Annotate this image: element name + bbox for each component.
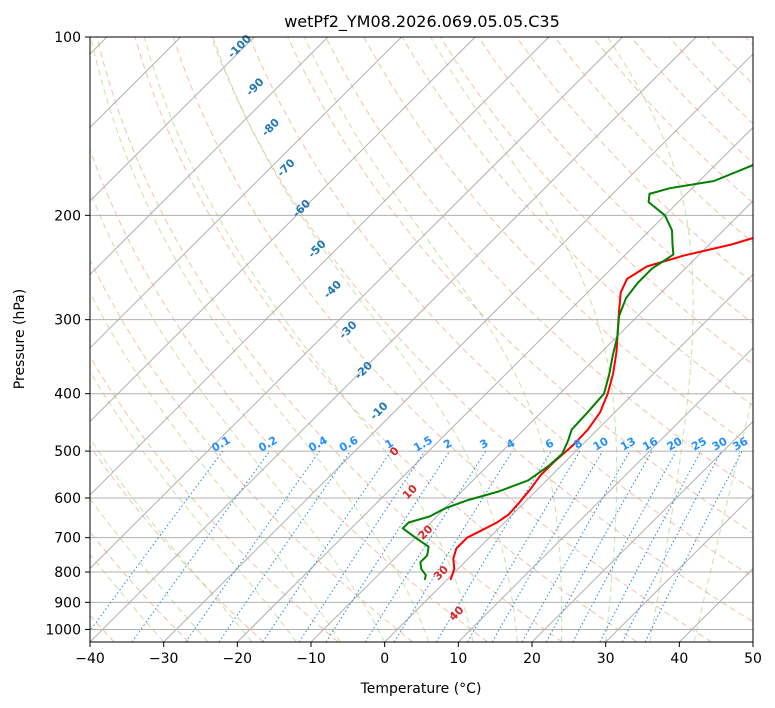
y-tick-label: 600	[54, 491, 81, 507]
isotherm-line	[236, 126, 753, 642]
x-tick-label: −30	[149, 651, 179, 667]
moist-adiabat	[90, 553, 165, 642]
mixing-ratio-line	[262, 450, 392, 642]
mixing-ratio-line	[218, 450, 351, 642]
dry-adiabat	[287, 37, 753, 534]
x-axis-title: Temperature (°C)	[360, 681, 482, 697]
isotherm-line	[457, 347, 753, 642]
isotherm-line	[310, 200, 753, 642]
y-tick-label: 800	[54, 565, 81, 581]
x-tick-label: 20	[523, 651, 541, 667]
mixing-ratio-line	[131, 450, 271, 642]
x-tick-label: 40	[670, 651, 688, 667]
y-tick-label: 1000	[45, 622, 81, 638]
moist-adiabat	[212, 37, 518, 642]
y-axis: 100 200 300 400 500 600 700 800 900 1000	[45, 30, 90, 638]
moist-adiabat	[430, 37, 618, 642]
isotherm-line	[163, 53, 753, 642]
moist-adiabat	[90, 370, 297, 642]
plot-frame	[89, 36, 754, 643]
mixing-ratio-line	[545, 450, 653, 642]
y-tick-label: 500	[54, 444, 81, 460]
isotherm-line	[384, 273, 753, 642]
isotherm-line	[605, 494, 753, 642]
moist-adiabat	[90, 37, 430, 642]
isotherm-line	[90, 37, 329, 276]
dry-adiabat	[90, 445, 264, 642]
isotherm-line	[90, 37, 402, 349]
y-axis-title: Pressure (hPa)	[12, 289, 28, 389]
y-tick-label: 300	[54, 313, 81, 329]
dry-adiabat	[134, 37, 638, 642]
isotherm-line	[90, 37, 255, 202]
dry-adiabat	[249, 37, 753, 578]
moist-adiabat	[90, 437, 253, 642]
y-tick-label: 700	[54, 531, 81, 547]
moist-adiabat	[693, 392, 753, 642]
mixing-ratio-line	[572, 450, 677, 642]
moist-adiabat	[90, 291, 341, 642]
isotherm-line	[90, 37, 697, 642]
chart-title: wetPf2_YM08.2026.069.05.05.C35	[284, 12, 560, 32]
dewpoint-profile	[401, 163, 753, 581]
temperature-profile	[449, 236, 753, 581]
x-tick-label: 10	[449, 651, 467, 667]
moist-adiabat	[303, 37, 563, 642]
y-tick-label: 400	[54, 387, 81, 403]
mixing-ratio-line	[521, 450, 631, 642]
moist-adiabat	[90, 497, 209, 642]
moist-adiabat	[607, 37, 694, 642]
moist-adiabat	[90, 189, 386, 642]
dry-adiabat	[516, 37, 753, 284]
y-tick-label: 900	[54, 595, 81, 611]
dry-adiabat	[96, 37, 563, 642]
isotherm-line	[90, 37, 476, 423]
profiles	[401, 163, 753, 581]
background-lines	[90, 37, 753, 642]
mixing-ratio-line	[298, 450, 426, 642]
dry-adiabat	[210, 37, 753, 623]
dry-adiabat	[90, 258, 414, 642]
isotherm-line	[90, 37, 550, 496]
mixing-ratio-line	[364, 450, 487, 642]
x-tick-label: −40	[75, 651, 105, 667]
x-tick-label: 0	[380, 651, 389, 667]
x-tick-label: 50	[744, 651, 762, 667]
dry-adiabat	[325, 37, 753, 491]
mixing-ratio-line	[185, 450, 321, 642]
isotherm-line	[90, 37, 623, 570]
isotherm-line	[531, 420, 753, 642]
dry-adiabat	[172, 37, 712, 642]
y-tick-label: 100	[54, 30, 81, 46]
moist-adiabat	[143, 37, 474, 642]
mixing-ratio-line	[644, 450, 743, 642]
mixing-ratio-line	[90, 450, 224, 632]
x-axis: −40 −30 −20 −10 0 10 20 30 40 50	[75, 642, 762, 667]
x-tick-label: 30	[597, 651, 615, 667]
y-tick-label: 200	[54, 208, 81, 224]
dry-adiabat	[90, 355, 339, 642]
x-tick-label: −20	[223, 651, 253, 667]
x-tick-label: −10	[296, 651, 326, 667]
mixing-ratio-line	[325, 450, 451, 642]
